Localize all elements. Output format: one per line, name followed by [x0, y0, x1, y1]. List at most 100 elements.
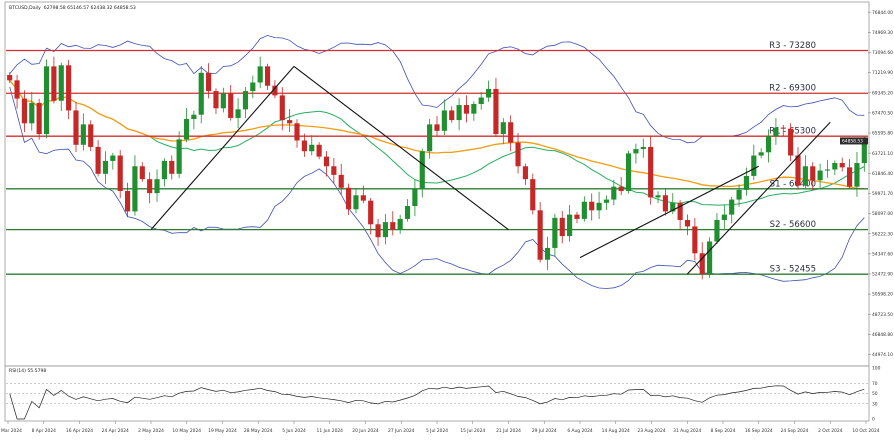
date-tick-label: 31 Aug 2024 [673, 428, 701, 434]
candle-body [522, 166, 528, 180]
moving-average-green [9, 79, 865, 206]
moving-average-orange [9, 79, 865, 190]
candle-body [183, 119, 190, 140]
candle-body [124, 190, 131, 212]
candle-body [301, 140, 307, 152]
price-tick-label: 52472.90 [872, 272, 893, 278]
candle-body [677, 202, 683, 220]
price-tick-label: 50598.20 [872, 292, 893, 298]
candle-body [810, 166, 816, 181]
trendlines-layer [150, 65, 831, 275]
candle-body [154, 179, 160, 194]
price-tick-label: 71219.90 [872, 70, 893, 76]
price-tick-label: 73094.60 [872, 50, 893, 56]
trendline [293, 65, 509, 231]
candle-body [802, 166, 808, 186]
candle-body [21, 98, 27, 124]
candle-body [419, 151, 425, 189]
date-tick-label: 10 May 2024 [172, 428, 201, 434]
rsi-tick-label: 50 [872, 391, 878, 397]
candle-body [272, 85, 278, 96]
level-label: R3 - 73280 [769, 41, 816, 51]
candle-body [353, 195, 359, 210]
price-tick-label: 76844.00 [872, 10, 893, 16]
candle-body [213, 91, 219, 109]
date-tick-label: 16 Apr 2024 [66, 428, 93, 434]
candle-body [611, 186, 617, 200]
candle-body [397, 218, 403, 230]
price-tick-label: 67470.50 [872, 110, 893, 116]
candle-body [36, 102, 42, 135]
price-axis: 76844.00 74969.30 73094.60 71219.90 69345.20… [840, 10, 893, 358]
date-tick-label: 16 Sep 2024 [745, 428, 773, 434]
candle-body [110, 155, 116, 161]
candle-body [788, 128, 794, 156]
level-label: S3 - 52455 [770, 265, 816, 275]
candle-body [780, 127, 786, 129]
candle-body [412, 188, 418, 207]
price-tick-label: 69345.20 [872, 90, 893, 96]
candle-body [721, 214, 727, 220]
candle-body [309, 144, 315, 152]
candle-body [242, 91, 249, 110]
candle-body [729, 199, 735, 215]
candle-body [228, 93, 234, 118]
date-tick-label: 19 May 2024 [208, 428, 237, 434]
candle-body [670, 202, 676, 212]
date-tick-label: 11 Jun 2024 [317, 428, 344, 434]
candle-body [493, 88, 499, 135]
date-tick-label: 15 Jul 2024 [460, 428, 485, 434]
candle-body [463, 105, 470, 114]
candle-body [485, 88, 492, 98]
date-tick-label: 5 Jul 2024 [426, 428, 448, 434]
candle-body [206, 72, 212, 92]
candle-body [515, 142, 521, 167]
candle-body [147, 179, 153, 194]
price-tick-label: 44974.10 [872, 352, 893, 358]
candle-body [257, 66, 263, 83]
candle-body [596, 202, 602, 211]
rsi-tick-label: 100 [872, 366, 881, 372]
price-tick-label: 59971.70 [872, 191, 893, 197]
rsi-line [9, 385, 865, 420]
candle-body [88, 124, 94, 147]
date-tick-label: 2 Oct 2024 [818, 428, 843, 434]
candles-layer [7, 56, 867, 280]
candle-body [707, 241, 713, 274]
candle-body [832, 163, 838, 170]
candle-body [117, 155, 123, 191]
date-tick-label: 8 Sep 2024 [710, 428, 735, 434]
date-tick-label: 6 Aug 2024 [567, 428, 593, 434]
date-tick-label: 28 May 2024 [244, 428, 273, 434]
candle-body [29, 102, 35, 124]
candle-body [854, 163, 860, 187]
date-tick-label: 10 Oct 2024 [852, 428, 879, 434]
date-tick-label: 5 Jun 2024 [282, 428, 306, 434]
candle-body [603, 199, 610, 203]
candle-body [544, 247, 551, 260]
candle-body [346, 187, 352, 210]
candle-body [169, 160, 175, 174]
candle-body [191, 114, 197, 120]
candle-body [161, 160, 167, 180]
candle-body [765, 136, 772, 153]
candle-body [390, 222, 396, 230]
price-tick-label: 74969.30 [872, 30, 893, 36]
candle-body [500, 122, 506, 135]
candle-body [537, 210, 543, 260]
candle-body [331, 166, 337, 175]
candle-body [375, 224, 381, 238]
candle-body [589, 201, 595, 211]
candle-body [736, 189, 742, 200]
candle-body [714, 219, 720, 242]
price-tick-label: 54347.60 [872, 251, 893, 257]
candle-body [294, 123, 300, 141]
candle-body [456, 105, 462, 121]
candle-body [102, 160, 109, 174]
level-label: R2 - 69300 [769, 84, 816, 94]
candle-body [758, 152, 764, 156]
candle-body [434, 124, 440, 131]
price-tick-label: 63721.10 [872, 151, 893, 157]
